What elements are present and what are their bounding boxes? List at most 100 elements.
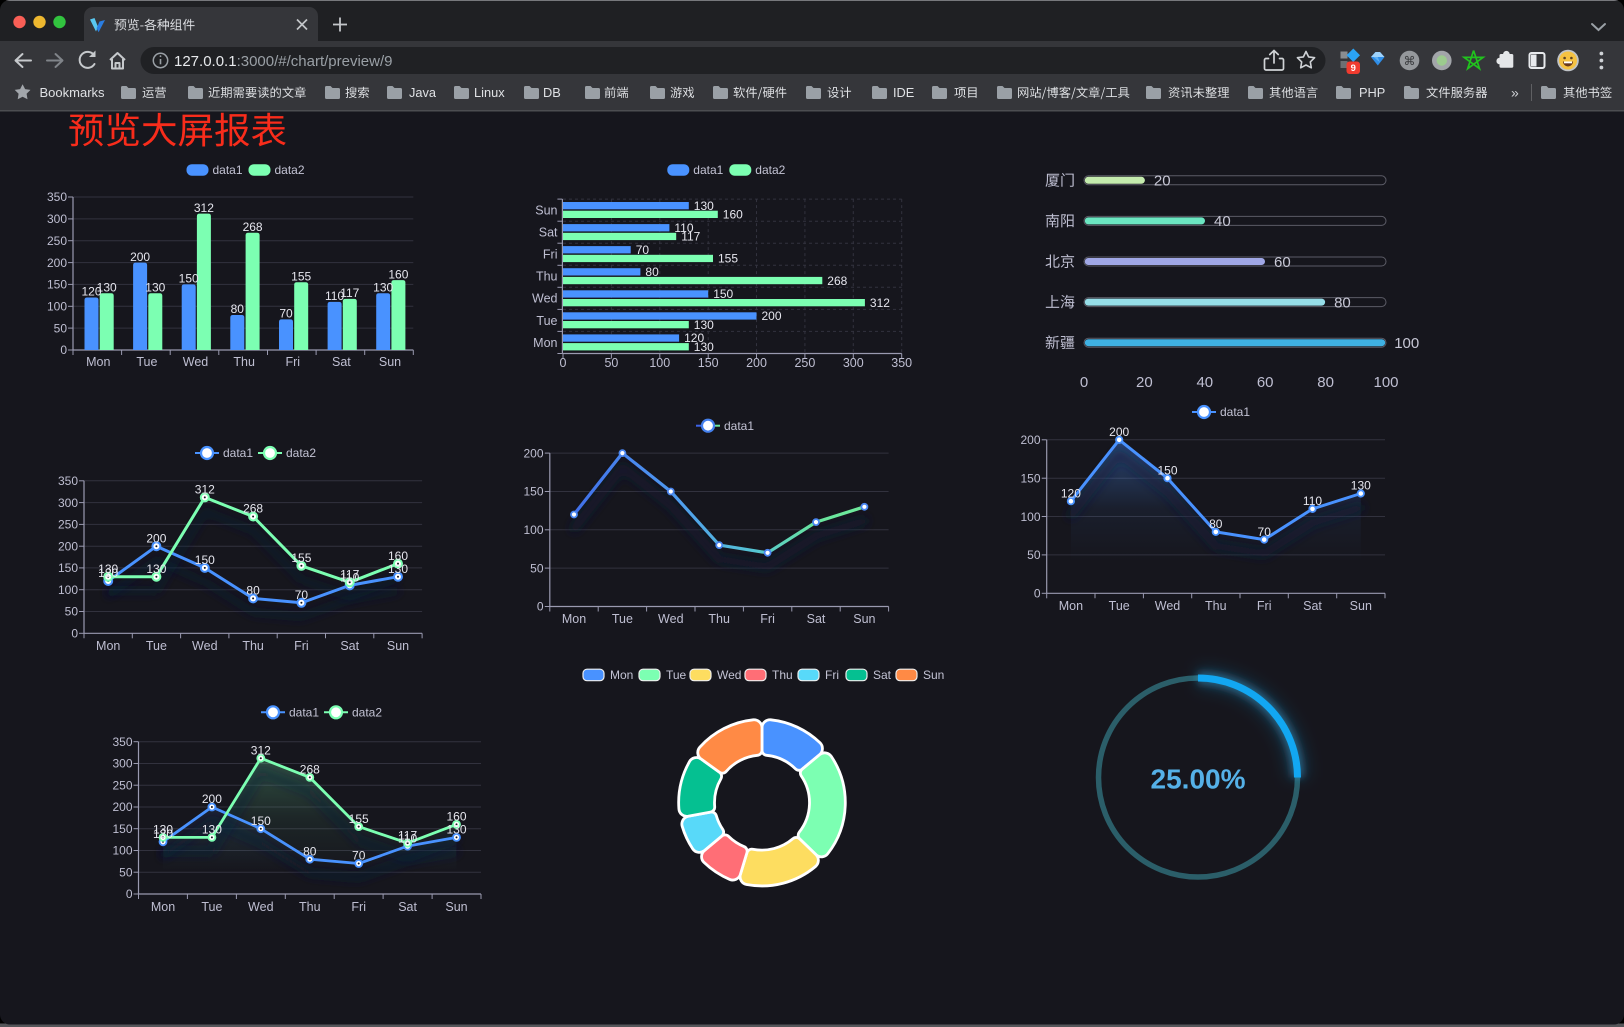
svg-text:Sat: Sat	[332, 355, 351, 369]
svg-text:50: 50	[65, 605, 79, 619]
svg-text:IDE: IDE	[893, 85, 914, 100]
svg-text:Tue: Tue	[536, 314, 557, 328]
svg-text:100: 100	[1373, 374, 1398, 391]
svg-text:Fri: Fri	[351, 900, 366, 914]
svg-text:70: 70	[279, 307, 293, 321]
svg-text:150: 150	[1020, 471, 1040, 485]
svg-text:200: 200	[1109, 425, 1129, 439]
svg-text:Sat: Sat	[873, 668, 892, 682]
svg-text:Sun: Sun	[387, 639, 409, 653]
svg-text:Sat: Sat	[807, 612, 826, 626]
svg-text:160: 160	[723, 208, 743, 222]
svg-text:100: 100	[112, 844, 132, 858]
svg-text:150: 150	[179, 272, 199, 286]
svg-text:100: 100	[649, 356, 670, 370]
svg-text:Linux: Linux	[474, 85, 505, 100]
svg-text:130: 130	[694, 318, 714, 332]
svg-text:Sun: Sun	[923, 668, 944, 682]
svg-text:Wed: Wed	[717, 668, 741, 682]
svg-text:data2: data2	[275, 163, 305, 177]
svg-text:117: 117	[681, 230, 700, 244]
svg-text:268: 268	[243, 220, 263, 234]
svg-text:Thu: Thu	[772, 668, 793, 682]
svg-text:70: 70	[636, 243, 650, 257]
svg-text:150: 150	[251, 814, 271, 828]
svg-text:117: 117	[340, 286, 359, 300]
svg-text:80: 80	[246, 584, 260, 598]
svg-text:130: 130	[153, 823, 173, 837]
svg-text:Sat: Sat	[1303, 599, 1322, 613]
svg-text:200: 200	[47, 256, 67, 270]
svg-text:20: 20	[1136, 374, 1153, 391]
svg-text:120: 120	[684, 331, 704, 345]
svg-text:110: 110	[1303, 494, 1322, 508]
svg-text:200: 200	[146, 531, 166, 545]
svg-text:Tue: Tue	[146, 639, 167, 653]
svg-text:200: 200	[58, 539, 78, 553]
svg-text:Thu: Thu	[708, 612, 730, 626]
svg-text:80: 80	[1209, 517, 1223, 531]
svg-text:130: 130	[98, 562, 118, 576]
svg-text:70: 70	[1258, 525, 1272, 539]
svg-text:Fri: Fri	[543, 248, 558, 262]
svg-text:150: 150	[698, 356, 719, 370]
svg-text:100: 100	[1394, 335, 1419, 352]
svg-text:150: 150	[713, 287, 733, 301]
svg-text:Thu: Thu	[299, 900, 321, 914]
svg-text:312: 312	[195, 483, 215, 497]
svg-text:70: 70	[295, 588, 309, 602]
svg-text:40: 40	[1196, 374, 1213, 391]
svg-text:50: 50	[54, 321, 68, 335]
svg-text:data1: data1	[213, 163, 243, 177]
svg-text:Mon: Mon	[96, 639, 120, 653]
svg-text:Wed: Wed	[183, 355, 209, 369]
svg-text:160: 160	[446, 810, 466, 824]
svg-text:100: 100	[523, 523, 543, 537]
svg-text:120: 120	[81, 285, 101, 299]
svg-text:Mon: Mon	[562, 612, 586, 626]
svg-text:130: 130	[202, 823, 222, 837]
svg-text:150: 150	[112, 822, 132, 836]
svg-text:350: 350	[58, 474, 78, 488]
svg-text:350: 350	[891, 356, 912, 370]
svg-text:Sun: Sun	[853, 612, 875, 626]
svg-text:200: 200	[112, 800, 132, 814]
svg-text:Fri: Fri	[760, 612, 775, 626]
svg-text:200: 200	[1020, 433, 1040, 447]
svg-text:150: 150	[195, 553, 215, 567]
svg-text:127.0.0.1:3000/#/chart/preview: 127.0.0.1:3000/#/chart/preview/9	[174, 53, 393, 70]
svg-text:200: 200	[762, 309, 782, 323]
svg-text:268: 268	[827, 274, 847, 288]
svg-text:312: 312	[194, 201, 214, 215]
svg-text:Thu: Thu	[242, 639, 264, 653]
svg-text:150: 150	[47, 278, 67, 292]
svg-text:110: 110	[674, 221, 693, 235]
svg-text:200: 200	[202, 792, 222, 806]
svg-text:Mon: Mon	[610, 668, 633, 682]
svg-text:130: 130	[694, 199, 714, 213]
svg-text:PHP: PHP	[1359, 85, 1385, 100]
svg-text:130: 130	[1351, 479, 1371, 493]
svg-text:80: 80	[645, 265, 659, 279]
svg-text:Thu: Thu	[233, 355, 255, 369]
svg-text:0: 0	[71, 627, 78, 641]
svg-text:Mon: Mon	[86, 355, 110, 369]
svg-text:150: 150	[58, 561, 78, 575]
svg-text:250: 250	[47, 234, 67, 248]
svg-text:Tue: Tue	[612, 612, 633, 626]
svg-text:120: 120	[98, 566, 118, 580]
svg-text:0: 0	[1034, 587, 1041, 601]
svg-text:160: 160	[388, 549, 408, 563]
svg-text:Wed: Wed	[192, 639, 218, 653]
svg-text:data1: data1	[289, 706, 319, 720]
svg-text:⌘: ⌘	[1404, 54, 1416, 68]
svg-text:155: 155	[718, 252, 738, 266]
svg-text:100: 100	[1020, 510, 1040, 524]
svg-text:117: 117	[340, 568, 359, 582]
svg-text:350: 350	[47, 190, 67, 204]
svg-text:20: 20	[1154, 173, 1171, 190]
svg-text:Wed: Wed	[532, 292, 558, 306]
svg-text:Wed: Wed	[1155, 599, 1181, 613]
svg-text:80: 80	[1317, 374, 1334, 391]
svg-text:110: 110	[340, 571, 359, 585]
